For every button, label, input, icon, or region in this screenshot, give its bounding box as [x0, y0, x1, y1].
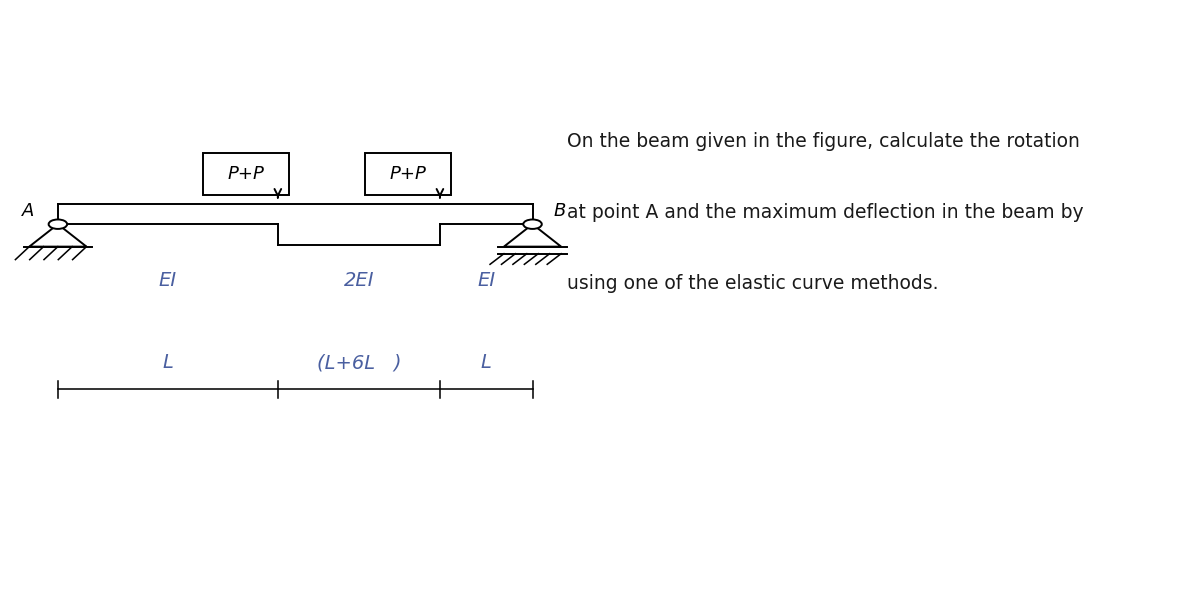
Circle shape — [523, 219, 541, 229]
Text: B: B — [553, 202, 565, 220]
Bar — [203, 153, 289, 195]
Circle shape — [49, 219, 67, 229]
Text: EI: EI — [158, 271, 176, 290]
Text: A: A — [23, 202, 35, 220]
Text: L: L — [481, 353, 492, 372]
Bar — [365, 153, 451, 195]
Text: L: L — [162, 353, 173, 372]
Text: at point A and the maximum deflection in the beam by: at point A and the maximum deflection in… — [568, 203, 1084, 222]
Text: P+P: P+P — [228, 165, 264, 183]
Text: using one of the elastic curve methods.: using one of the elastic curve methods. — [568, 274, 938, 293]
Text: 2EI: 2EI — [343, 271, 374, 290]
Text: (L+6L   ): (L+6L ) — [317, 353, 401, 372]
Text: EI: EI — [478, 271, 496, 290]
Text: P+P: P+P — [390, 165, 426, 183]
Text: On the beam given in the figure, calculate the rotation: On the beam given in the figure, calcula… — [568, 132, 1080, 151]
